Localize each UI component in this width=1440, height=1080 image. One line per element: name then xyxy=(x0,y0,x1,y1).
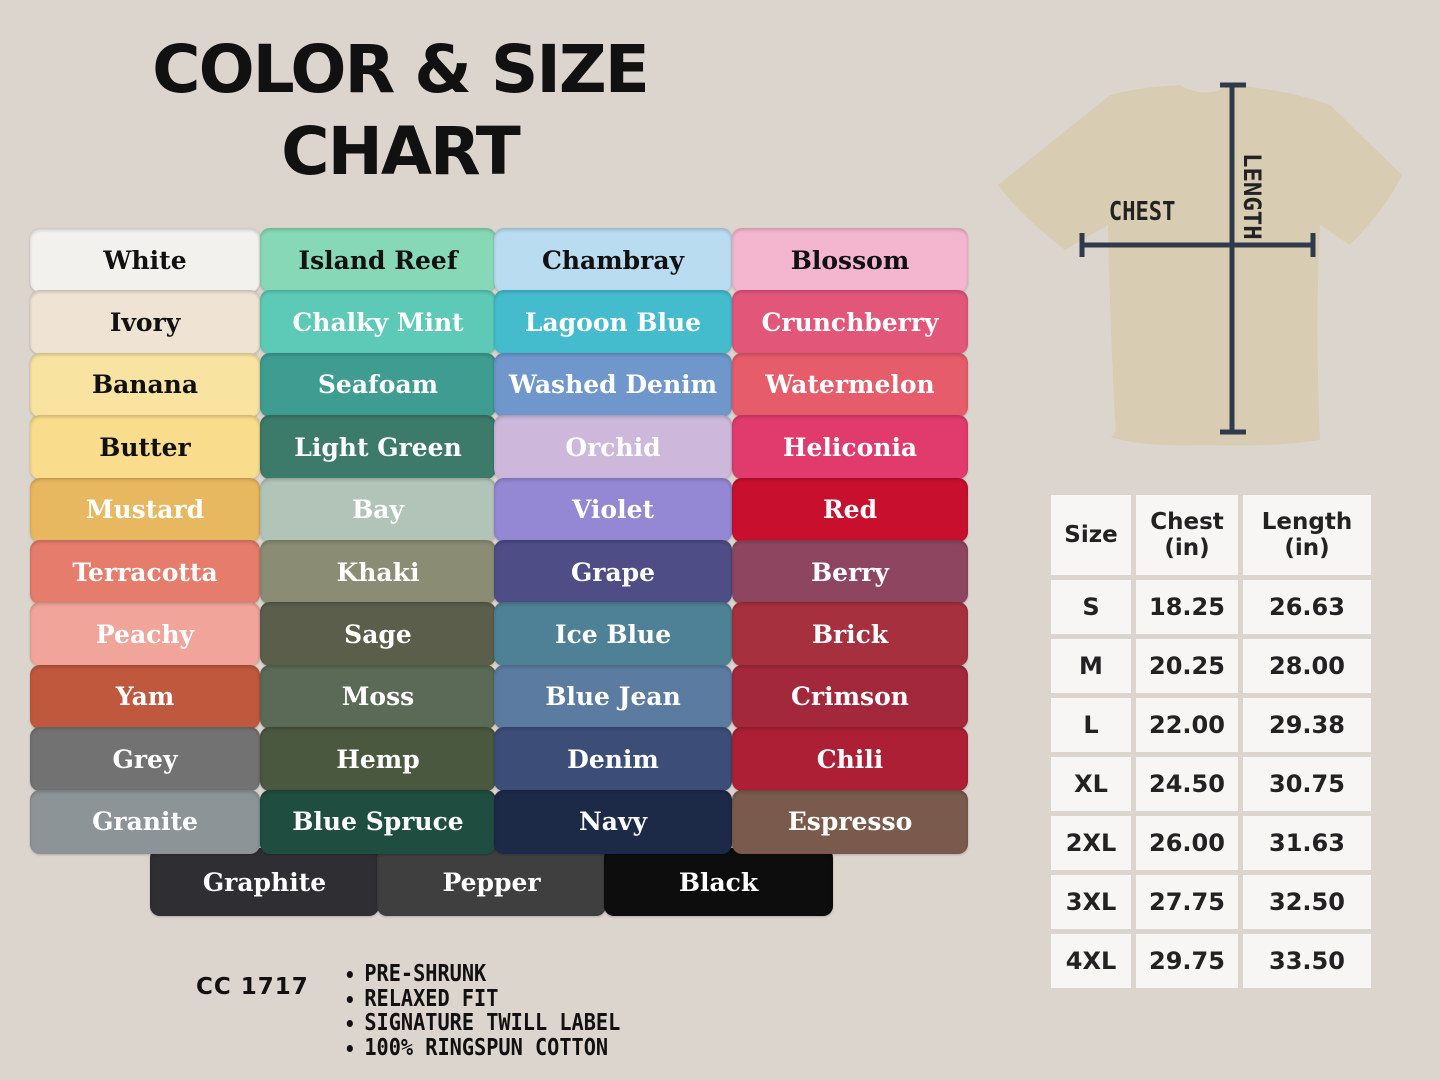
color-swatch: Granite xyxy=(30,789,260,854)
color-swatch: Crunchberry xyxy=(732,290,968,355)
feature-list: PRE-SHRUNK RELAXED FIT SIGNATURE TWILL L… xyxy=(345,962,620,1060)
table-row: S 18.25 26.63 xyxy=(1051,580,1371,634)
color-swatch: Blue Spruce xyxy=(260,789,496,854)
size-cell: 4XL xyxy=(1051,934,1131,988)
color-swatch: Espresso xyxy=(732,789,968,854)
color-swatch: Red xyxy=(732,477,968,542)
color-swatch: Ice Blue xyxy=(494,602,732,667)
length-cell: 30.75 xyxy=(1243,757,1371,811)
color-swatch: Yam xyxy=(30,664,260,729)
tshirt-diagram: CHEST LENGTH xyxy=(998,82,1402,446)
chest-label: CHEST xyxy=(1109,196,1175,226)
chest-cell: 26.00 xyxy=(1136,816,1238,870)
color-swatch: Moss xyxy=(260,664,496,729)
color-swatch: Violet xyxy=(494,477,732,542)
color-swatch: Orchid xyxy=(494,415,732,480)
color-swatch: Mustard xyxy=(30,477,260,542)
table-row: 4XL 29.75 33.50 xyxy=(1051,934,1371,988)
color-swatch: White xyxy=(30,228,260,292)
color-swatch: Peachy xyxy=(30,602,260,667)
color-swatch: Chalky Mint xyxy=(260,290,496,355)
chest-cell: 24.50 xyxy=(1136,757,1238,811)
color-swatch: Crimson xyxy=(732,664,968,729)
tshirt-icon xyxy=(998,85,1402,446)
color-swatch: Chili xyxy=(732,727,968,792)
color-swatch: Pepper xyxy=(377,848,606,916)
length-label: LENGTH xyxy=(1238,153,1266,240)
length-cell: 29.38 xyxy=(1243,698,1371,752)
size-cell: L xyxy=(1051,698,1131,752)
length-cell: 33.50 xyxy=(1243,934,1371,988)
color-swatch: Khaki xyxy=(260,540,496,604)
color-swatch: Ivory xyxy=(30,290,260,355)
table-row: 3XL 27.75 32.50 xyxy=(1051,875,1371,929)
product-code: CC 1717 xyxy=(196,974,309,1000)
color-swatch: Navy xyxy=(494,789,732,854)
chest-cell: 22.00 xyxy=(1136,698,1238,752)
feature-item: PRE-SHRUNK xyxy=(364,962,620,987)
color-swatch: Brick xyxy=(732,602,968,667)
color-swatch: Grey xyxy=(30,727,260,792)
feature-item: 100% RINGSPUN COTTON xyxy=(364,1035,620,1061)
color-swatch: Watermelon xyxy=(732,352,968,417)
length-cell: 32.50 xyxy=(1243,875,1371,929)
color-swatch: Seafoam xyxy=(260,352,496,417)
color-swatch: Island Reef xyxy=(260,228,496,292)
size-cell: 3XL xyxy=(1051,875,1131,929)
color-swatch: Butter xyxy=(30,415,260,480)
header-chest: Chest (in) xyxy=(1136,495,1238,575)
table-row: XL 24.50 30.75 xyxy=(1051,757,1371,811)
length-cell: 28.00 xyxy=(1243,639,1371,693)
length-cell: 31.63 xyxy=(1243,816,1371,870)
chest-cell: 20.25 xyxy=(1136,639,1238,693)
color-swatch: Terracotta xyxy=(30,540,260,604)
size-cell: M xyxy=(1051,639,1131,693)
color-swatch: Graphite xyxy=(150,848,379,916)
color-swatch: Black xyxy=(604,848,833,916)
color-swatch: Heliconia xyxy=(732,415,968,480)
title-line-1: COLOR & SIZE xyxy=(152,31,650,108)
color-swatch: Lagoon Blue xyxy=(494,290,732,355)
feature-item: SIGNATURE TWILL LABEL xyxy=(364,1011,620,1036)
table-header-row: Size Chest (in) Length (in) xyxy=(1051,495,1371,575)
chest-cell: 18.25 xyxy=(1136,580,1238,634)
size-cell: XL xyxy=(1051,757,1131,811)
size-cell: S xyxy=(1051,580,1131,634)
color-swatch: Washed Denim xyxy=(494,352,732,417)
chest-cell: 27.75 xyxy=(1136,875,1238,929)
table-row: M 20.25 28.00 xyxy=(1051,639,1371,693)
size-cell: 2XL xyxy=(1051,816,1131,870)
feature-item: RELAXED FIT xyxy=(364,986,620,1012)
size-table: Size Chest (in) Length (in) S 18.25 26.63 M… xyxy=(1046,490,1376,993)
color-swatch: Grape xyxy=(494,540,732,604)
header-size: Size xyxy=(1051,495,1131,575)
color-swatch: Sage xyxy=(260,602,496,667)
color-swatch: Bay xyxy=(260,477,496,542)
color-swatch: Light Green xyxy=(260,415,496,480)
table-row: 2XL 26.00 31.63 xyxy=(1051,816,1371,870)
title-line-2: CHART xyxy=(281,113,521,190)
color-swatch: Chambray xyxy=(494,228,732,292)
color-swatch: Blossom xyxy=(732,228,968,292)
table-row: L 22.00 29.38 xyxy=(1051,698,1371,752)
color-swatch: Blue Jean xyxy=(494,664,732,729)
length-cell: 26.63 xyxy=(1243,580,1371,634)
header-length: Length (in) xyxy=(1243,495,1371,575)
color-swatch: Banana xyxy=(30,352,260,417)
color-swatch: Denim xyxy=(494,727,732,792)
color-swatch: Berry xyxy=(732,540,968,604)
color-swatch: Hemp xyxy=(260,727,496,792)
chest-cell: 29.75 xyxy=(1136,934,1238,988)
